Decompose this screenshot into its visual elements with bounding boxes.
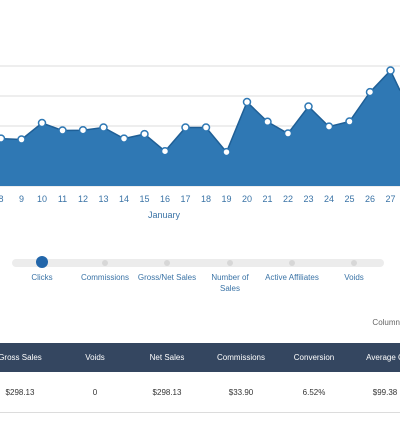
slider-stop-1[interactable] xyxy=(98,256,112,270)
clicks-area-chart: 8 9 10 11 12 13 14 15 16 17 18 19 20 21 22 23 24 25 26 27 J… xyxy=(0,65,400,220)
data-point-26[interactable] xyxy=(365,87,375,97)
x-tick-label: 16 xyxy=(160,194,170,204)
data-point-23[interactable] xyxy=(304,102,313,111)
slider-dot[interactable] xyxy=(289,260,295,266)
table-cell: 0 xyxy=(92,387,98,397)
slider-label[interactable]: Active Affiliates xyxy=(265,273,319,282)
column-header[interactable]: Average C xyxy=(366,353,400,362)
x-tick-label: 8 xyxy=(0,194,4,204)
data-point-21[interactable] xyxy=(263,117,272,127)
data-point-24[interactable] xyxy=(324,122,334,131)
x-tick-label: 15 xyxy=(139,194,149,204)
slider-dot[interactable] xyxy=(351,260,357,266)
column-header[interactable]: Gross Sales xyxy=(0,353,42,362)
data-point-15[interactable] xyxy=(140,129,149,139)
data-point-22[interactable] xyxy=(283,129,293,138)
column-selector-label[interactable]: Column xyxy=(372,318,400,327)
data-point-20[interactable] xyxy=(242,97,252,107)
slider-dot[interactable] xyxy=(36,256,48,268)
slider-label[interactable]: Commissions xyxy=(80,273,129,282)
x-tick-label: 27 xyxy=(385,194,395,204)
table-cell: 6.52% xyxy=(302,387,326,397)
slider-label[interactable]: Number of Sales xyxy=(211,273,249,293)
month-axis-label: January xyxy=(148,210,181,220)
table-row: $298.13 0 $298.13 $33.90 6.52% $99.38 xyxy=(0,372,400,413)
table-cell: $298.13 xyxy=(5,387,35,397)
x-tick-label: 23 xyxy=(303,194,313,204)
slider-dot[interactable] xyxy=(227,260,233,266)
slider-dot[interactable] xyxy=(164,260,170,266)
slider-label[interactable]: Gross/Net Sales xyxy=(137,273,197,282)
slider-track[interactable] xyxy=(12,259,384,267)
x-tick-label: 24 xyxy=(324,194,334,204)
data-point-27[interactable] xyxy=(386,66,395,75)
slider-stop-0[interactable] xyxy=(35,256,49,270)
x-tick-label: 21 xyxy=(262,194,272,204)
table-cell: $99.38 xyxy=(372,387,398,397)
data-point-14[interactable] xyxy=(119,134,129,143)
x-tick-label: 26 xyxy=(365,194,375,204)
column-header[interactable]: Commissions xyxy=(216,353,266,362)
data-point-25[interactable] xyxy=(345,117,354,126)
x-tick-label: 12 xyxy=(78,194,88,204)
x-tick-label: 18 xyxy=(201,194,211,204)
column-header[interactable]: Voids xyxy=(85,353,105,362)
metric-slider[interactable] xyxy=(12,256,384,270)
table-cell: $33.90 xyxy=(228,387,254,397)
x-tick-label: 11 xyxy=(58,194,67,204)
data-point-11[interactable] xyxy=(58,126,67,135)
slider-stop-2[interactable] xyxy=(160,256,174,270)
data-point-19[interactable] xyxy=(222,147,231,157)
data-point-17[interactable] xyxy=(181,123,190,132)
x-tick-label: 19 xyxy=(221,194,231,204)
summary-table: Gross Sales Voids Net Sales Commissions Conv… xyxy=(0,343,400,413)
data-point-8[interactable] xyxy=(0,134,6,143)
slider-label[interactable]: Voids xyxy=(344,273,364,282)
data-point-9[interactable] xyxy=(17,135,26,144)
data-point-16[interactable] xyxy=(160,146,170,156)
x-tick-label: 25 xyxy=(344,194,354,204)
x-tick-label: 20 xyxy=(242,194,252,204)
slider-stop-5[interactable] xyxy=(347,256,361,270)
data-point-12[interactable] xyxy=(78,125,88,135)
data-point-18[interactable] xyxy=(201,123,211,132)
slider-dot[interactable] xyxy=(102,260,108,266)
slider-stop-3[interactable] xyxy=(223,256,237,270)
x-tick-label: 9 xyxy=(19,194,24,204)
table-cell: $298.13 xyxy=(152,387,182,397)
x-tick-label: 14 xyxy=(119,194,129,204)
x-tick-label: 13 xyxy=(98,194,108,204)
column-header[interactable]: Conversion xyxy=(293,353,335,362)
data-point-13[interactable] xyxy=(99,123,108,132)
x-tick-label: 22 xyxy=(283,194,293,204)
column-header[interactable]: Net Sales xyxy=(149,353,185,362)
slider-stop-4[interactable] xyxy=(285,256,299,270)
data-point-10[interactable] xyxy=(37,118,47,128)
slider-label[interactable]: Clicks xyxy=(31,273,53,282)
x-tick-label: 10 xyxy=(37,194,47,204)
x-tick-label: 17 xyxy=(180,194,190,204)
table-header-row: Gross Sales Voids Net Sales Commissions Conv… xyxy=(0,343,400,372)
